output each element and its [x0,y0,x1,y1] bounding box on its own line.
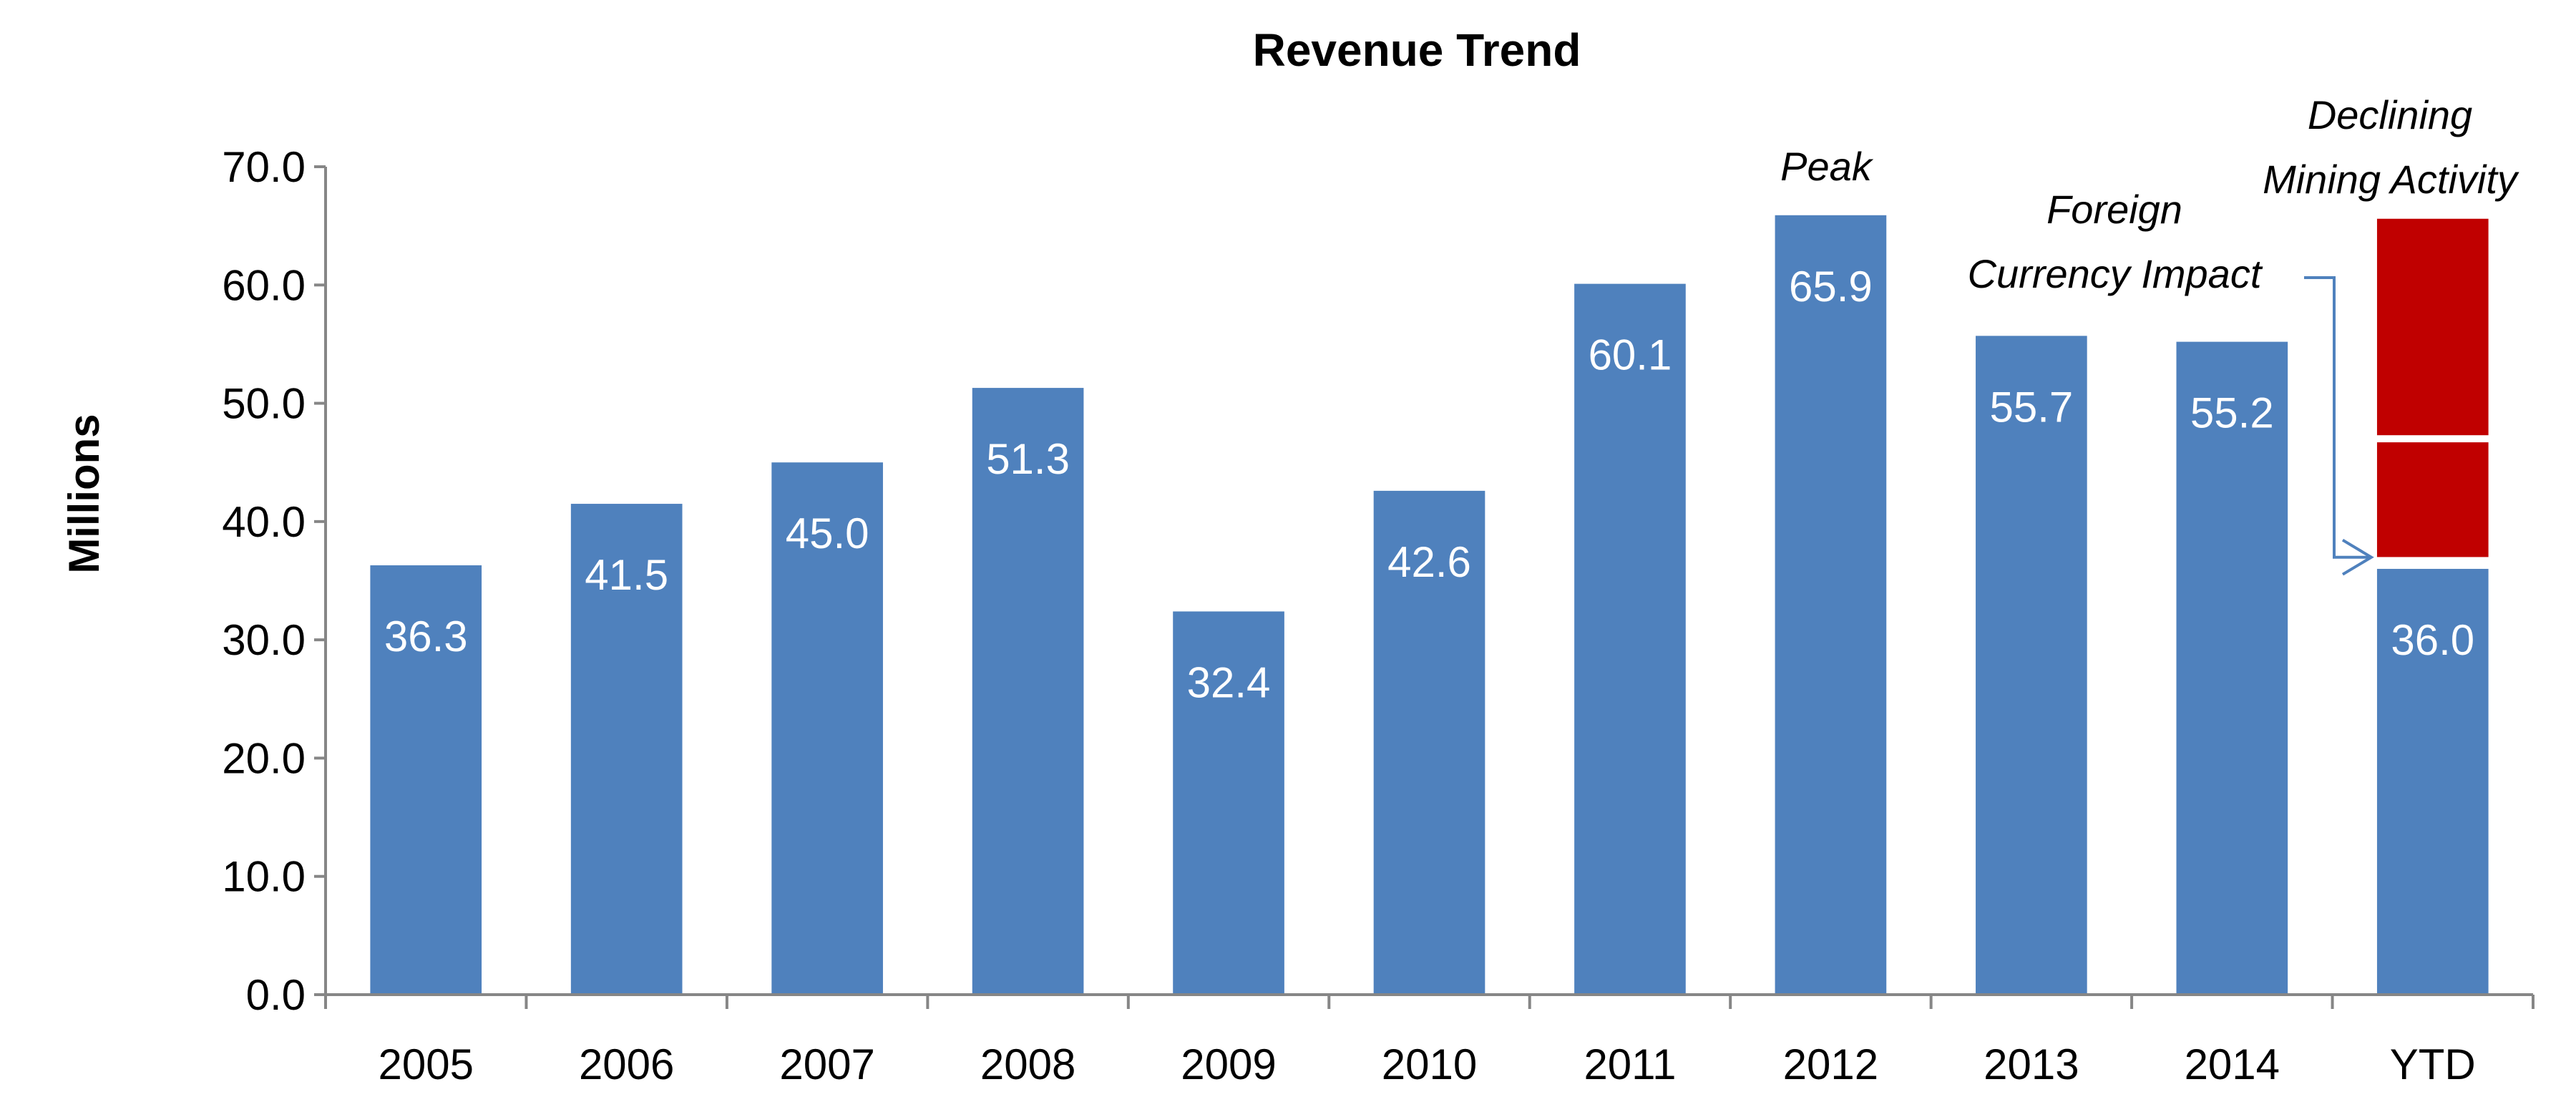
bar-value-label: 55.2 [2190,389,2274,437]
bar-value-label: 45.0 [786,509,869,557]
bar [2376,568,2489,995]
y-tick-label: 70.0 [222,143,306,191]
bar-value-label: 55.7 [1989,383,2073,431]
y-tick-label: 60.0 [222,261,306,309]
x-tick-label: 2007 [779,1040,874,1088]
ytd-extra-segments [2376,218,2489,557]
x-tick-label: 2005 [378,1040,473,1088]
x-tick-label: 2013 [1984,1040,2079,1088]
bar-value-label: 60.1 [1589,331,1672,379]
x-tick-label: 2012 [1783,1040,1878,1088]
y-tick-label: 50.0 [222,380,306,428]
x-tick-label: 2009 [1181,1040,1276,1088]
foreign-currency-arrow [2304,276,2374,576]
bar-value-label: 36.0 [2391,616,2474,664]
x-axis: 2005 2006 2007 2008 2009 2010 2011 2012 2013 2014… [324,993,2534,1088]
bar-value-label: 32.4 [1187,658,1271,706]
arrow-head [2341,538,2374,576]
bar [2176,341,2288,995]
annotation-foreign-line2: Currency Impact [1968,251,2263,296]
arrow-line [2304,276,2371,559]
bar-value-label: 42.6 [1387,538,1471,586]
y-tick-label: 0.0 [246,971,306,1019]
x-tick-label: 2011 [1584,1040,1676,1088]
bar [1373,490,1485,995]
bar [570,504,683,995]
bar-value-label: 36.3 [384,613,468,660]
ytd-extra-segment [2376,218,2489,436]
y-tick-label: 40.0 [222,498,306,546]
bar [1976,336,2087,995]
bar [1173,611,1284,995]
chart-title: Revenue Trend [1253,24,1581,76]
bar [972,388,1084,995]
bar [1574,283,1686,995]
annotation-foreign-line1: Foreign [2046,187,2182,232]
annotation-mining-line1: Declining [2308,92,2472,137]
x-tick-label: YTD [2390,1040,2476,1088]
bar [771,462,883,995]
bar-value-label: 65.9 [1789,263,1873,311]
ytd-extra-segment [2376,442,2489,557]
bar-value-label: 41.5 [585,551,668,599]
bar-value-label: 51.3 [986,435,1070,483]
y-axis: 0.0 10.0 20.0 30.0 40.0 50.0 60.0 70.0 [222,143,327,1019]
bars: 36.3 41.5 45.0 51.3 32.4 42.6 60.1 65.9 55.7 55.2… [370,215,2489,995]
bar [1775,215,1887,995]
annotation-mining-line2: Mining Activity [2263,157,2519,202]
x-tick-label: 2010 [1382,1040,1477,1088]
x-tick-label: 2008 [980,1040,1075,1088]
annotation-peak: Peak [1780,144,1874,189]
y-tick-label: 10.0 [222,853,306,901]
x-tick-label: 2006 [579,1040,674,1088]
y-tick-label: 30.0 [222,616,306,664]
y-axis-title: Millions [60,414,108,573]
x-tick-label: 2014 [2185,1040,2280,1088]
bar [370,565,482,995]
y-tick-label: 20.0 [222,734,306,782]
